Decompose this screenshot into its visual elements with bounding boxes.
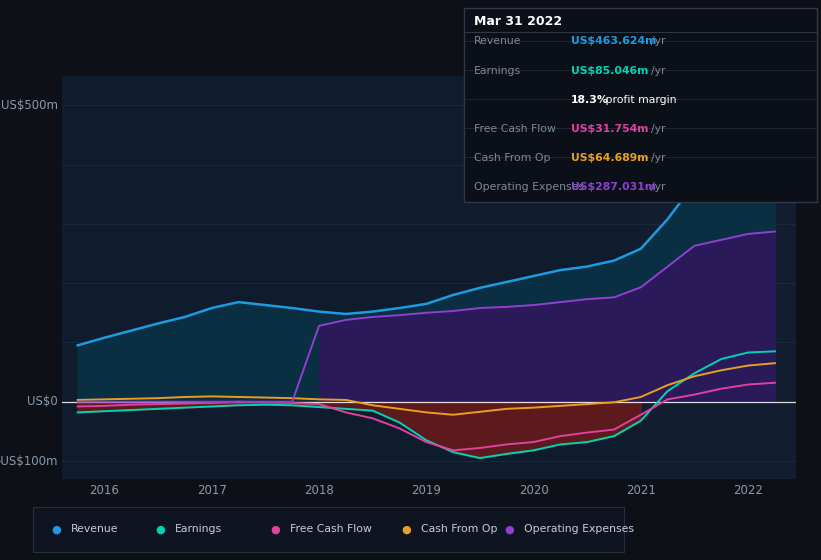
Text: /yr: /yr [651, 124, 666, 134]
Text: ●: ● [155, 524, 165, 534]
Text: US$85.046m: US$85.046m [571, 66, 648, 76]
Text: US$0: US$0 [27, 395, 58, 408]
Text: Revenue: Revenue [474, 36, 521, 46]
Text: Free Cash Flow: Free Cash Flow [474, 124, 556, 134]
Text: ●: ● [51, 524, 61, 534]
Text: Earnings: Earnings [175, 524, 222, 534]
Text: /yr: /yr [651, 153, 666, 163]
Text: ●: ● [401, 524, 411, 534]
Text: ●: ● [270, 524, 280, 534]
Text: US$64.689m: US$64.689m [571, 153, 648, 163]
Text: Revenue: Revenue [71, 524, 118, 534]
Text: Operating Expenses: Operating Expenses [474, 182, 584, 192]
Text: US$287.031m: US$287.031m [571, 182, 656, 192]
Text: 18.3%: 18.3% [571, 95, 608, 105]
Text: Cash From Op: Cash From Op [421, 524, 498, 534]
Text: Earnings: Earnings [474, 66, 521, 76]
Text: Cash From Op: Cash From Op [474, 153, 550, 163]
Text: US$463.624m: US$463.624m [571, 36, 656, 46]
Bar [641, 76, 796, 479]
Text: /yr: /yr [651, 182, 666, 192]
Text: Operating Expenses: Operating Expenses [524, 524, 634, 534]
Text: US$31.754m: US$31.754m [571, 124, 648, 134]
Text: Free Cash Flow: Free Cash Flow [290, 524, 372, 534]
Text: -US$100m: -US$100m [0, 455, 58, 468]
Text: /yr: /yr [651, 66, 666, 76]
Text: Mar 31 2022: Mar 31 2022 [474, 15, 562, 28]
Text: US$500m: US$500m [1, 99, 58, 112]
Text: /yr: /yr [651, 36, 666, 46]
Text: ●: ● [504, 524, 514, 534]
Text: profit margin: profit margin [602, 95, 677, 105]
